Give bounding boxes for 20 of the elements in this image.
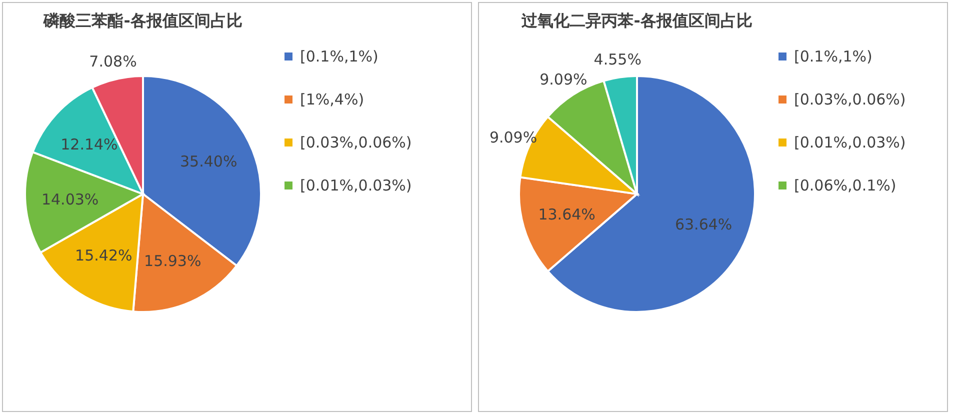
legend-label: [0.1%,1%) [300,48,378,66]
chart-title: 磷酸三苯酯-各报值区间占比 [42,11,242,30]
data-label: 12.14% [60,135,118,154]
legend-label: [0.01%,0.03%) [794,134,906,152]
data-label: 14.03% [41,190,99,209]
legend-label: [0.01%,0.03%) [300,176,412,194]
data-label: 35.40% [180,152,238,171]
data-label: 9.09% [540,70,588,89]
data-label: 4.55% [594,50,642,68]
data-label: 7.08% [89,52,137,70]
legend-label: [1%,4%) [300,90,364,108]
legend-label: [0.1%,1%) [794,48,872,66]
data-label: 13.64% [538,206,596,224]
legend-label: [0.06%,0.1%) [794,176,896,194]
data-label: 15.42% [75,246,132,265]
chart-title: 过氧化二异丙苯-各报值区间占比 [520,11,752,30]
legend-label: [0.03%,0.06%) [794,90,906,108]
data-label: 63.64% [674,215,732,234]
data-label: 15.93% [144,252,202,270]
legend-label: [0.03%,0.06%) [300,134,412,152]
